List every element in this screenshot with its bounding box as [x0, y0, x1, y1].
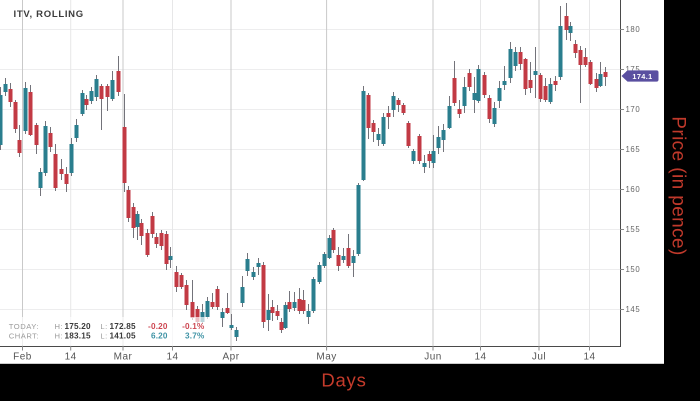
svg-text:172.85: 172.85	[110, 322, 136, 331]
svg-text:175.20: 175.20	[65, 322, 91, 331]
svg-text:Jul: Jul	[532, 352, 546, 363]
svg-text:165: 165	[626, 145, 641, 154]
svg-text:141.05: 141.05	[110, 331, 136, 340]
svg-text:Apr: Apr	[222, 352, 239, 363]
svg-text:14: 14	[166, 352, 178, 363]
svg-text:H:: H:	[55, 331, 64, 340]
svg-text:Jun: Jun	[424, 352, 442, 363]
svg-text:14: 14	[65, 352, 77, 363]
svg-text:14: 14	[583, 352, 595, 363]
svg-text:Days: Days	[321, 370, 366, 391]
svg-text:L:: L:	[100, 322, 107, 331]
svg-text:170: 170	[626, 105, 641, 114]
svg-text:183.15: 183.15	[65, 331, 91, 340]
svg-text:-0.1%: -0.1%	[182, 322, 205, 331]
svg-text:ITV, ROLLING: ITV, ROLLING	[14, 9, 84, 20]
svg-text:-0.20: -0.20	[148, 322, 168, 331]
svg-text:May: May	[316, 352, 336, 363]
svg-text:180: 180	[626, 25, 641, 34]
svg-text:Price (in pence): Price (in pence)	[668, 116, 689, 255]
svg-text:TODAY:: TODAY:	[9, 322, 39, 331]
svg-text:CHART:: CHART:	[9, 331, 39, 340]
svg-text:14: 14	[474, 352, 486, 363]
svg-text:150: 150	[626, 265, 641, 274]
svg-text:H:: H:	[55, 322, 64, 331]
svg-text:Mar: Mar	[114, 352, 133, 363]
svg-text:Feb: Feb	[13, 352, 32, 363]
svg-text:155: 155	[626, 225, 641, 234]
svg-text:175: 175	[626, 65, 641, 74]
svg-text:160: 160	[626, 185, 641, 194]
svg-text:174.1: 174.1	[632, 72, 652, 81]
svg-text:145: 145	[626, 305, 641, 314]
svg-text:3.7%: 3.7%	[185, 331, 205, 340]
svg-text:L:: L:	[100, 331, 107, 340]
svg-text:6.20: 6.20	[151, 331, 168, 340]
